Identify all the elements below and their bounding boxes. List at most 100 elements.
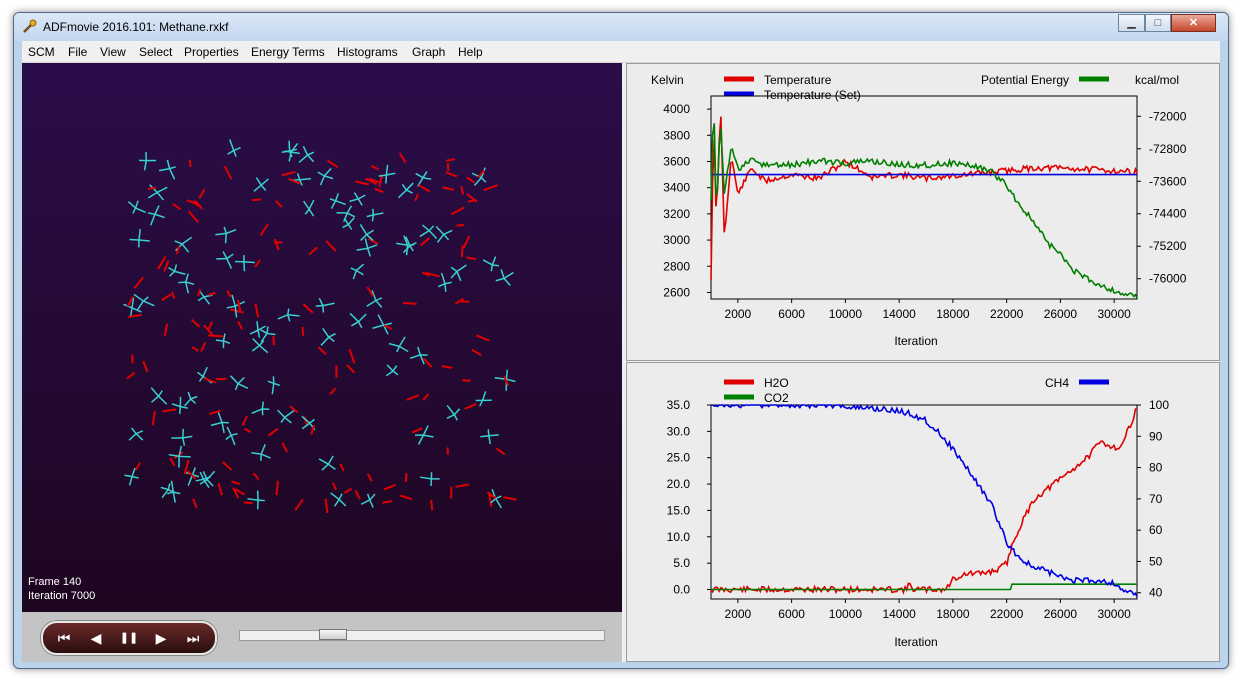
series-line <box>711 583 1137 591</box>
ch-bond <box>131 475 139 479</box>
ch-bond <box>150 387 160 397</box>
next-frame-button[interactable]: ▶ <box>155 630 167 646</box>
methane-molecule <box>409 346 428 365</box>
menu-histograms[interactable]: Histograms <box>337 45 398 59</box>
frame-slider[interactable] <box>239 629 605 641</box>
ch-bond <box>422 171 428 179</box>
y-left-tick-label: 2600 <box>663 285 690 299</box>
menu-select[interactable]: Select <box>139 45 173 59</box>
ch-bond <box>471 172 482 179</box>
water-molecule <box>170 291 176 299</box>
ch-bond <box>446 404 455 416</box>
pause-button[interactable]: ❚❚ <box>119 632 139 644</box>
ch-bond <box>192 473 200 478</box>
ch-bond <box>258 340 265 347</box>
menu-graph[interactable]: Graph <box>412 45 446 59</box>
ch-bond <box>495 498 502 509</box>
water-molecule <box>281 442 288 453</box>
water-molecule <box>200 342 207 352</box>
ch-bond <box>222 333 226 342</box>
menu-scm[interactable]: SCM <box>28 45 55 59</box>
ch-bond <box>338 498 347 507</box>
methane-molecule <box>318 455 336 471</box>
minimize-button[interactable]: ▁ <box>1118 14 1145 32</box>
x-tick-label: 10000 <box>829 307 863 321</box>
ch-bond <box>355 269 364 276</box>
ch-bond <box>199 471 205 480</box>
ch-bond <box>488 435 491 445</box>
ch-bond <box>231 294 236 307</box>
ch-bond <box>181 236 193 245</box>
ch-bond <box>386 364 394 372</box>
water-molecule <box>455 483 470 488</box>
ch-bond <box>135 433 144 441</box>
first-frame-button[interactable]: ⏮ <box>57 630 71 646</box>
ch-bond <box>367 244 378 250</box>
frame-label: Frame 140 <box>28 576 82 588</box>
methane-molecule <box>349 192 366 206</box>
water-molecule <box>354 490 361 500</box>
ch-bond <box>168 266 175 273</box>
close-button[interactable]: ✕ <box>1171 14 1216 32</box>
ch-bond <box>495 495 502 500</box>
ch-bond <box>366 299 377 307</box>
adfmovie-app-icon <box>23 19 37 33</box>
water-molecule <box>326 159 339 169</box>
water-molecule <box>466 176 476 184</box>
ch-bond <box>372 208 375 215</box>
water-molecule <box>194 200 204 210</box>
menu-energy-terms[interactable]: Energy Terms <box>251 45 325 59</box>
water-molecule <box>273 238 280 251</box>
ch-bond <box>199 290 205 298</box>
methane-molecule <box>356 238 378 257</box>
ch-bond <box>182 435 193 439</box>
methane-molecule <box>315 297 335 313</box>
methane-molecule <box>160 483 176 499</box>
methane-molecule <box>471 167 487 187</box>
ch-bond <box>252 338 261 347</box>
water-molecule <box>368 177 380 184</box>
maximize-button[interactable]: □ <box>1145 14 1171 32</box>
previous-frame-button[interactable]: ◀ <box>90 630 102 646</box>
ch-bond <box>405 245 409 256</box>
ch-bond <box>377 314 385 326</box>
menu-file[interactable]: File <box>68 45 88 59</box>
ch-bond <box>503 277 511 287</box>
ch-bond <box>290 143 299 153</box>
water-molecule <box>198 188 206 200</box>
ch-bond <box>243 261 246 272</box>
ch-bond <box>280 416 286 423</box>
title-bar[interactable]: ADFmovie 2016.101: Methane.rxkf ▁ □ ✕ <box>14 13 1228 41</box>
x-tick-label: 2000 <box>725 307 752 321</box>
ch-bond <box>385 164 389 176</box>
ch-bond <box>490 498 497 504</box>
ch-bond <box>473 177 482 187</box>
ch-bond <box>158 167 170 172</box>
water-molecule <box>503 375 510 387</box>
menu-properties[interactable]: Properties <box>184 45 239 59</box>
water-molecule <box>151 411 157 426</box>
ch-bond <box>226 426 232 436</box>
water-molecule <box>402 302 417 305</box>
ch-bond <box>419 230 430 238</box>
x-tick-label: 22000 <box>990 607 1024 621</box>
y-right-tick-label: 80 <box>1149 461 1163 475</box>
methane-molecule <box>284 143 300 162</box>
menu-help[interactable]: Help <box>458 45 483 59</box>
ch-bond <box>237 383 249 389</box>
ch-bond <box>347 217 355 225</box>
methane-molecule <box>437 272 452 292</box>
water-molecule <box>420 237 431 247</box>
y-left-tick-label: 4000 <box>663 102 690 116</box>
menu-view[interactable]: View <box>100 45 126 59</box>
ch-bond <box>233 150 237 157</box>
ch-bond <box>234 306 238 318</box>
water-molecule <box>346 364 356 374</box>
ch-bond <box>226 258 233 269</box>
water-molecule <box>418 184 431 193</box>
molecule-viewer[interactable]: Frame 140 Iteration 7000 <box>22 63 622 612</box>
x-tick-label: 26000 <box>1044 307 1078 321</box>
frame-slider-thumb[interactable] <box>319 629 347 640</box>
ch-bond <box>156 191 165 201</box>
last-frame-button[interactable]: ⏭ <box>186 630 200 646</box>
